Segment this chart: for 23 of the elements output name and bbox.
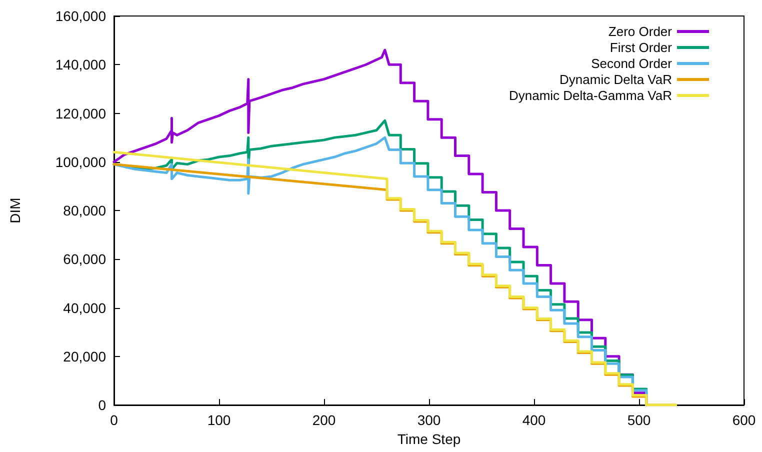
y-tick-label: 80,000 xyxy=(63,202,106,218)
y-tick-label: 100,000 xyxy=(55,154,106,170)
x-axis-title: Time Step xyxy=(397,430,461,447)
legend-label: Zero Order xyxy=(608,24,673,39)
y-axis-title: DIM xyxy=(7,198,23,224)
x-tick-label: 300 xyxy=(417,412,441,428)
x-tick-label: 600 xyxy=(732,412,756,428)
x-tick-label: 400 xyxy=(522,412,546,428)
x-tick-label: 200 xyxy=(312,412,336,428)
y-tick-label: 140,000 xyxy=(55,56,106,73)
legend-label: Dynamic Delta-Gamma VaR xyxy=(508,88,672,103)
x-tick-label: 500 xyxy=(627,412,651,428)
y-tick-label: 0 xyxy=(98,397,106,413)
legend-label: First Order xyxy=(610,40,673,55)
y-tick-label: 120,000 xyxy=(55,105,106,122)
x-tick-label: 0 xyxy=(110,412,118,428)
legend-label: Dynamic Delta VaR xyxy=(560,72,672,87)
y-tick-label: 20,000 xyxy=(63,348,106,364)
y-tick-label: 60,000 xyxy=(63,251,106,268)
legend-label: Second Order xyxy=(591,56,673,71)
y-tick-label: 40,000 xyxy=(63,300,106,316)
y-tick-label: 160,000 xyxy=(55,8,106,24)
x-tick-label: 100 xyxy=(207,412,231,428)
